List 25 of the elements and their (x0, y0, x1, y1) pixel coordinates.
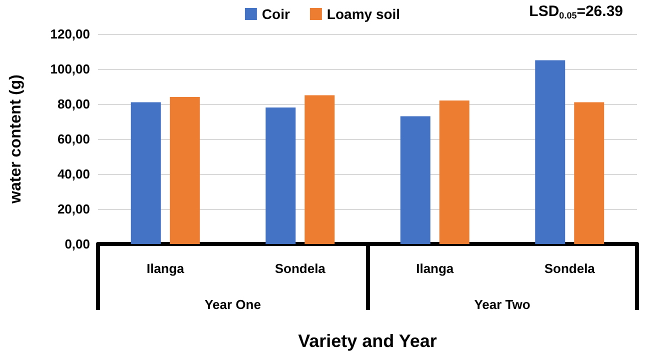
y-tick-label: 20,00 (57, 202, 90, 216)
bar (266, 108, 296, 244)
x-axis-title: Variety and Year (298, 331, 437, 351)
y-tick-label: 120,00 (50, 26, 90, 42)
y-tick-label: 80,00 (57, 96, 90, 112)
x-tick-label: Ilanga (416, 261, 454, 276)
x-tick-label: Sondela (544, 261, 596, 276)
y-axis-title: water content (g) (8, 74, 24, 204)
bar (400, 116, 430, 244)
bar (439, 100, 470, 244)
legend-label: Loamy soil (326, 6, 400, 22)
bar (535, 60, 566, 244)
y-tick-label: 40,00 (57, 166, 90, 182)
y-tick-label: 100,00 (50, 62, 90, 76)
bar (130, 102, 161, 244)
text: Year Two (474, 297, 530, 312)
text: Year One (204, 297, 261, 312)
bar (304, 95, 335, 244)
bar (170, 97, 200, 244)
bar (574, 102, 604, 244)
legend-label: Coir (262, 6, 290, 22)
y-tick-label: 60,00 (57, 132, 90, 146)
x-tick-label: Ilanga (146, 261, 185, 276)
y-tick-label: 0,00 (64, 236, 90, 252)
x-tick-label: Sondela (274, 261, 326, 276)
